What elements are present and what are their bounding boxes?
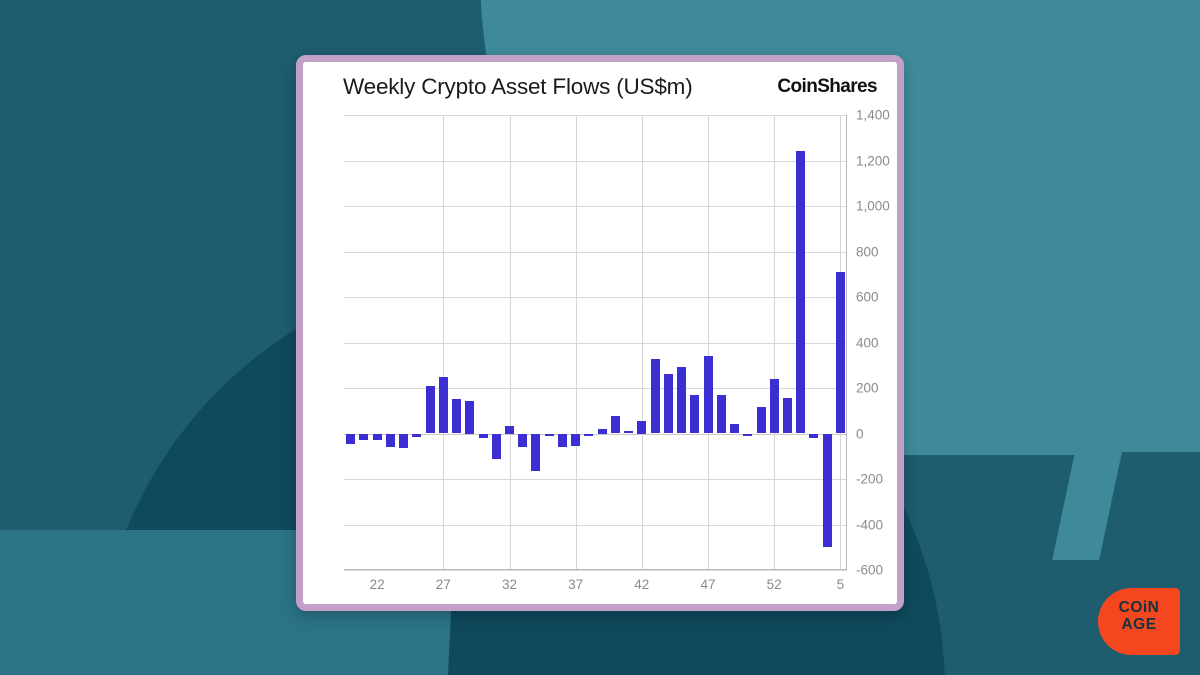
- bar: [425, 386, 435, 434]
- plot-area: 1,400 1,200 1,000 800 600 400 200 0 -200 -400 -600…: [344, 108, 890, 592]
- gridline-y: [344, 251, 847, 253]
- bar: [835, 272, 845, 434]
- gridline-x: [509, 115, 511, 570]
- gridline-y: [344, 206, 847, 207]
- bar: [822, 433, 832, 547]
- bar: [438, 377, 448, 434]
- chart-card: Weekly Crypto Asset Flows (US$m) CoinSha…: [296, 55, 904, 611]
- y-tick-label: -200: [856, 471, 884, 487]
- coinage-logo-shape: [1098, 588, 1180, 655]
- page-title: Weekly Crypto Asset Flows (US$m): [343, 74, 693, 99]
- bar: [584, 433, 594, 436]
- y-tick-label: 800: [856, 244, 879, 259]
- bar: [716, 395, 726, 434]
- gridline-x: [575, 115, 577, 570]
- gridline-y: [344, 433, 847, 435]
- bar: [610, 415, 620, 434]
- bar: [465, 400, 475, 434]
- x-tick-label: 42: [634, 577, 650, 592]
- bar: [650, 359, 660, 434]
- gridline-x: [708, 115, 709, 570]
- bar: [703, 355, 713, 434]
- gridline-y: [344, 297, 847, 298]
- gridline-x: [443, 115, 445, 570]
- gridline-y: [344, 479, 847, 480]
- bar: [782, 398, 792, 434]
- coinshares-brand: CoinShares: [777, 76, 877, 97]
- bar: [518, 433, 528, 447]
- bar: [359, 433, 369, 441]
- y-tick-label: 400: [856, 335, 879, 350]
- gridline-y: [344, 388, 847, 389]
- gridline-y: [344, 115, 847, 116]
- y-tick-label: 600: [856, 289, 879, 305]
- bar: [756, 407, 766, 434]
- x-tick-label: 47: [700, 577, 716, 592]
- y-tick-label: 200: [856, 380, 879, 396]
- bar: [769, 378, 779, 434]
- x-tick-label: 22: [369, 577, 385, 592]
- bar: [597, 428, 607, 434]
- bar: [809, 433, 819, 439]
- gridline-y: [344, 342, 847, 344]
- coinage-logo-text: COiN AGE: [1098, 599, 1180, 633]
- chart-card-inner: Weekly Crypto Asset Flows (US$m) CoinSha…: [303, 62, 897, 604]
- bar: [505, 426, 514, 434]
- bar: [624, 431, 634, 434]
- bar: [478, 433, 488, 438]
- gridline-x: [641, 115, 643, 570]
- bar: [663, 374, 673, 434]
- bar: [491, 433, 501, 459]
- coinage-logo-line2: AGE: [1121, 616, 1157, 633]
- y-tick-label: -600: [856, 562, 884, 578]
- bar: [385, 433, 395, 447]
- bar: [571, 433, 581, 446]
- y-tick-label: 1,400: [856, 107, 890, 123]
- bar: [796, 150, 806, 434]
- bar: [399, 433, 409, 448]
- gridline-y: [344, 160, 847, 162]
- y-tick-label: 1,000: [856, 198, 890, 214]
- gridline-y: [344, 524, 847, 526]
- bar: [557, 433, 567, 447]
- y-tick-label: 0: [856, 426, 864, 441]
- x-tick-label: 52: [766, 577, 782, 592]
- bar: [452, 399, 461, 434]
- y-tick-label: 1,200: [856, 153, 890, 168]
- bar: [412, 433, 422, 437]
- bar: [372, 433, 382, 440]
- bar: [690, 394, 700, 434]
- bar: [637, 420, 647, 434]
- coinage-logo-line1: COiN: [1118, 599, 1160, 616]
- bar-series: [344, 115, 847, 570]
- bar: [346, 433, 356, 444]
- x-axis-line: [344, 569, 847, 570]
- gridline-y: [344, 570, 847, 571]
- bar: [531, 433, 541, 471]
- x-tick-label: 37: [568, 577, 584, 592]
- bar: [743, 433, 753, 436]
- bar: [544, 433, 554, 436]
- coinage-logo: COiN AGE: [1098, 588, 1180, 655]
- x-tick-label: 5: [836, 577, 845, 592]
- y-axis-line: [846, 115, 847, 570]
- y-tick-label: -400: [856, 517, 884, 532]
- bar: [730, 424, 739, 434]
- x-tick-label: 32: [501, 577, 518, 592]
- bar: [677, 366, 686, 434]
- x-tick-label: 27: [435, 577, 451, 592]
- gridline-x: [774, 115, 776, 570]
